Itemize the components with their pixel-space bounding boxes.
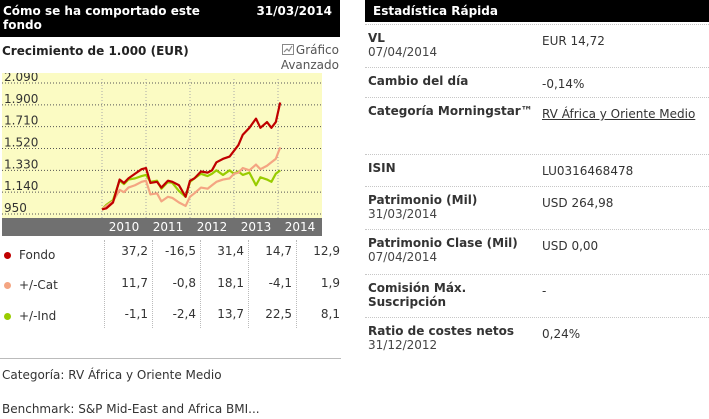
category-line: Categoría: RV África y Oriente Medio bbox=[2, 368, 222, 382]
table-divider bbox=[104, 240, 105, 328]
stat-label-text: Cambio del día bbox=[368, 74, 469, 88]
fondo-2014: 12,9 bbox=[313, 244, 340, 258]
stat-row-cost-ratio: Ratio de costes netos 31/12/2012 0,24% bbox=[365, 317, 709, 362]
stat-sub-date: 31/12/2012 bbox=[368, 338, 438, 352]
stat-label: VL 07/04/2014 bbox=[368, 31, 538, 59]
stat-sub-date: 07/04/2014 bbox=[368, 45, 438, 59]
stat-row-daily-change: Cambio del día -0,14% bbox=[365, 67, 709, 97]
stat-value: - bbox=[542, 284, 547, 298]
legend-ind-label: +/-Ind bbox=[19, 309, 57, 323]
category-link[interactable]: RV África y Oriente Medio bbox=[542, 107, 696, 121]
stat-label: Patrimonio Clase (Mil) 07/04/2014 bbox=[368, 236, 538, 264]
stat-label: Cambio del día bbox=[368, 74, 538, 88]
stat-value: USD 0,00 bbox=[542, 239, 599, 253]
chart-icon bbox=[281, 44, 294, 58]
stat-label-text: Categoría Morningstar™ bbox=[368, 104, 533, 118]
legend-cat-label: +/-Cat bbox=[19, 278, 58, 292]
table-divider bbox=[152, 240, 153, 328]
growth-chart: 2.090 1.900 1.710 1.520 1.330 1.140 950 2010 201… bbox=[2, 70, 322, 236]
stat-row-class-assets: Patrimonio Clase (Mil) 07/04/2014 USD 0,… bbox=[365, 229, 709, 274]
stat-label: Patrimonio (Mil) 31/03/2014 bbox=[368, 193, 538, 221]
stat-value: -0,14% bbox=[542, 77, 585, 91]
chart-x-tick-label: 2010 bbox=[109, 220, 140, 234]
stat-value: 0,24% bbox=[542, 327, 581, 341]
performance-header-date: 31/03/2014 bbox=[256, 4, 332, 18]
chart-y-tick-label: 2.090 bbox=[4, 73, 38, 84]
stat-row-assets: Patrimonio (Mil) 31/03/2014 USD 264,98 bbox=[365, 186, 709, 229]
cat-2014: 1,9 bbox=[320, 276, 340, 290]
cat-2013: -4,1 bbox=[268, 276, 292, 290]
stat-label: Ratio de costes netos 31/12/2012 bbox=[368, 324, 538, 352]
stat-sub-date: 31/03/2014 bbox=[368, 207, 438, 221]
chart-x-tick-label: 2012 bbox=[197, 220, 228, 234]
cat-2011: -0,8 bbox=[172, 276, 196, 290]
ind-dot-icon bbox=[4, 312, 11, 320]
stat-label-text: Patrimonio (Mil) bbox=[368, 193, 478, 207]
performance-header: Cómo se ha comportado este fondo 31/03/2… bbox=[0, 0, 340, 37]
ind-2014: 8,1 bbox=[320, 307, 340, 321]
ind-2010: -1,1 bbox=[124, 307, 148, 321]
fondo-dot-icon bbox=[4, 251, 11, 259]
table-divider bbox=[248, 240, 249, 328]
stat-value: LU0316468478 bbox=[542, 164, 634, 178]
legend-cat: +/-Cat bbox=[4, 276, 58, 294]
stat-label-text: Comisión Máx. Suscripción bbox=[368, 281, 467, 309]
chart-x-tick-label: 2013 bbox=[241, 220, 272, 234]
growth-title: Crecimiento de 1.000 (EUR) bbox=[2, 44, 189, 58]
performance-header-title: Cómo se ha comportado este fondo bbox=[3, 4, 200, 32]
stat-row-isin: ISIN LU0316468478 bbox=[365, 154, 709, 186]
cat-2012: 18,1 bbox=[217, 276, 244, 290]
chart-y-tick-label: 1.330 bbox=[4, 157, 38, 171]
table-divider bbox=[200, 240, 201, 328]
stat-row-vl: VL 07/04/2014 EUR 14,72 bbox=[365, 24, 709, 67]
stat-label-text: ISIN bbox=[368, 161, 396, 175]
cat-dot-icon bbox=[4, 281, 11, 289]
stat-label: Categoría Morningstar™ bbox=[368, 104, 538, 118]
advanced-chart-link[interactable]: Gráfico Avanzado bbox=[281, 43, 339, 72]
stat-sub-date: 07/04/2014 bbox=[368, 250, 438, 264]
stat-label: ISIN bbox=[368, 161, 538, 175]
chart-y-tick-label: 1.710 bbox=[4, 114, 38, 128]
stat-label-text: Ratio de costes netos bbox=[368, 324, 515, 338]
fondo-2010: 37,2 bbox=[121, 244, 148, 258]
chart-y-tick-label: 1.900 bbox=[4, 92, 38, 106]
stat-label-text: Patrimonio Clase (Mil) bbox=[368, 236, 518, 250]
chart-y-tick-label: 950 bbox=[4, 201, 27, 215]
chart-y-tick-label: 1.520 bbox=[4, 136, 38, 150]
divider bbox=[0, 358, 341, 359]
stat-label-text: VL bbox=[368, 31, 385, 45]
advanced-chart-label-1: Gráfico bbox=[295, 43, 339, 57]
cat-2010: 11,7 bbox=[121, 276, 148, 290]
ind-2013: 22,5 bbox=[265, 307, 292, 321]
chart-series-line bbox=[101, 102, 282, 211]
table-divider bbox=[296, 240, 297, 328]
fondo-2012: 31,4 bbox=[217, 244, 244, 258]
stat-row-category: Categoría Morningstar™ RV África y Orien… bbox=[365, 97, 709, 154]
legend-ind: +/-Ind bbox=[4, 307, 56, 325]
chart-series-line bbox=[101, 146, 282, 211]
chart-plot-area bbox=[2, 73, 322, 218]
stat-row-max-fee: Comisión Máx. Suscripción - bbox=[365, 274, 709, 317]
fondo-2011: -16,5 bbox=[164, 244, 196, 258]
stat-label: Comisión Máx. Suscripción bbox=[368, 281, 538, 309]
chart-x-tick-label: 2011 bbox=[153, 220, 184, 234]
fondo-2013: 14,7 bbox=[265, 244, 292, 258]
stat-value: USD 264,98 bbox=[542, 196, 614, 210]
chart-x-band bbox=[2, 218, 322, 236]
legend-fondo-label: Fondo bbox=[19, 248, 56, 262]
ind-2012: 13,7 bbox=[217, 307, 244, 321]
stat-value: EUR 14,72 bbox=[542, 34, 605, 48]
chart-y-tick-label: 1.140 bbox=[4, 179, 38, 193]
quick-stats-title: Estadística Rápida bbox=[365, 0, 709, 22]
chart-x-tick-label: 2014 bbox=[285, 220, 316, 234]
returns-table: 37,2 -16,5 31,4 14,7 12,9 11,7 -0,8 18,1… bbox=[100, 240, 341, 330]
ind-2011: -2,4 bbox=[172, 307, 196, 321]
benchmark-line: Benchmark: S&P Mid-East and Africa BMI..… bbox=[2, 402, 260, 416]
growth-chart-svg: 2.090 1.900 1.710 1.520 1.330 1.140 950 2010 201… bbox=[2, 70, 322, 236]
advanced-chart-label-2: Avanzado bbox=[280, 58, 339, 72]
legend-fondo: Fondo bbox=[4, 246, 55, 264]
